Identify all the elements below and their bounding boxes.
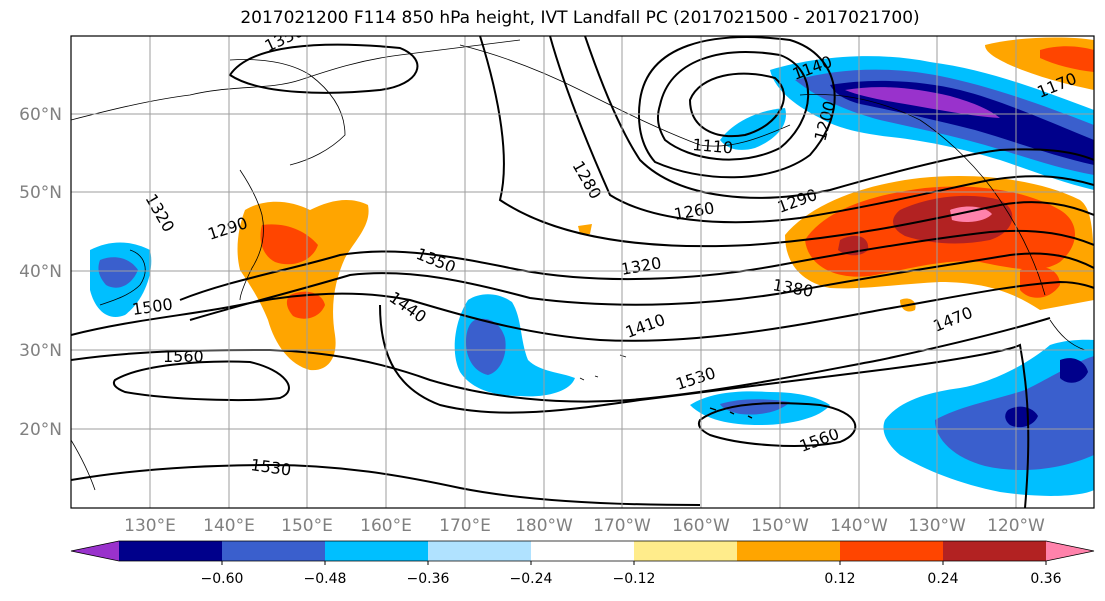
colorbar-tick-label: 0.36 <box>1030 571 1061 587</box>
lat-label: 40°N <box>19 262 62 282</box>
lon-label: 180°W <box>515 516 573 536</box>
lat-label: 50°N <box>19 183 62 203</box>
colorbar-ticks: −0.60−0.48−0.36−0.24−0.120.120.240.360.4… <box>201 561 1062 587</box>
lon-label: 120°W <box>987 516 1045 536</box>
lon-label: 130°E <box>124 516 176 536</box>
colorbar-tick-label: −0.60 <box>201 571 244 587</box>
lat-label: 30°N <box>19 341 62 361</box>
colorbar-segment <box>634 541 738 561</box>
lat-label: 60°N <box>19 105 62 125</box>
colorbar-segment <box>119 541 223 561</box>
lon-label: 170°E <box>439 516 491 536</box>
map-title: 2017021200 F114 850 hPa height, IVT Land… <box>240 8 920 28</box>
lon-label: 160°E <box>360 516 412 536</box>
contour-label: 1110 <box>692 135 734 157</box>
colorbar-outline <box>70 540 1095 562</box>
longitude-labels: 130°E 140°E 150°E 160°E 170°E 180°W 170°… <box>124 516 1045 536</box>
colorbar-segment <box>531 541 635 561</box>
colorbar-tick-label: −0.12 <box>613 571 656 587</box>
colorbar-tick-label: −0.24 <box>510 571 553 587</box>
map-frame <box>70 35 1095 509</box>
map-content: 1350 1140 1170 1200 1110 1280 1320 1290 … <box>71 36 1094 508</box>
negative-region-gulf-peak <box>845 87 1000 118</box>
lon-label: 150°W <box>751 516 809 536</box>
colorbar-tick-label: 0.24 <box>927 571 958 587</box>
colorbar-extend-min <box>71 541 119 561</box>
colorbar-extend-max <box>1046 541 1094 561</box>
colorbar-tick-label: −0.36 <box>407 571 450 587</box>
lon-label: 160°W <box>672 516 730 536</box>
lon-label: 140°E <box>203 516 255 536</box>
colorbar-segment <box>943 541 1047 561</box>
colorbar-segment <box>737 541 841 561</box>
lon-label: 130°W <box>908 516 966 536</box>
colorbar-segment <box>840 541 944 561</box>
colorbar-segment <box>428 541 532 561</box>
height-contours <box>71 36 1094 508</box>
latitude-labels: 60°N 50°N 40°N 30°N 20°N <box>19 105 62 440</box>
colorbar <box>70 540 1095 562</box>
lon-label: 150°E <box>281 516 333 536</box>
coastlines <box>71 39 1086 491</box>
contour-label: 1560 <box>163 347 204 366</box>
colorbar-segment <box>222 541 326 561</box>
lat-label: 20°N <box>19 420 62 440</box>
gridlines <box>71 36 1094 508</box>
lon-label: 170°W <box>593 516 651 536</box>
lon-label: 140°W <box>830 516 888 536</box>
colorbar-tick-label: −0.48 <box>304 571 347 587</box>
colorbar-segment <box>325 541 429 561</box>
ivt-shading <box>90 37 1094 496</box>
colorbar-tick-label: 0.12 <box>824 571 855 587</box>
